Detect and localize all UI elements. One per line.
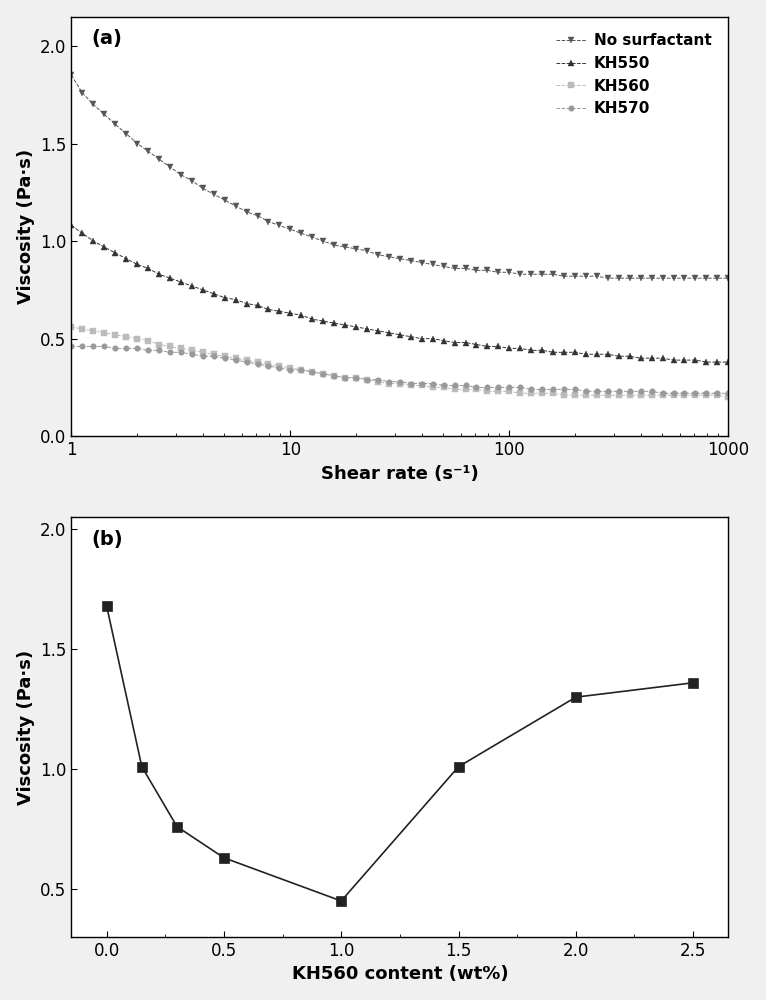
KH560 <box>417 379 427 391</box>
No surfactant <box>724 272 733 284</box>
KH560 <box>220 350 229 362</box>
Line: KH570: KH570 <box>69 344 731 396</box>
KH570 <box>724 387 733 399</box>
Line: No surfactant: No surfactant <box>68 72 732 282</box>
KH550 <box>67 219 76 231</box>
KH550 <box>461 337 470 349</box>
KH570 <box>198 350 208 362</box>
KH550 <box>702 356 711 368</box>
Y-axis label: Viscosity (Pa·s): Viscosity (Pa·s) <box>17 650 34 805</box>
No surfactant <box>198 182 208 194</box>
Line: KH560: KH560 <box>69 324 731 400</box>
No surfactant <box>604 272 613 284</box>
KH570 <box>67 340 76 352</box>
KH570 <box>461 379 470 391</box>
No surfactant <box>461 262 470 274</box>
KH560 <box>296 364 306 376</box>
Legend: No surfactant, KH550, KH560, KH570: No surfactant, KH550, KH560, KH570 <box>546 24 721 126</box>
KH570 <box>417 378 427 390</box>
No surfactant <box>296 227 306 239</box>
KH550 <box>220 292 229 304</box>
KH560 <box>636 389 645 401</box>
No surfactant <box>647 272 656 284</box>
KH570 <box>658 387 667 399</box>
KH570 <box>220 352 229 364</box>
No surfactant <box>220 194 229 206</box>
KH550 <box>417 333 427 345</box>
Y-axis label: Viscosity (Pa·s): Viscosity (Pa·s) <box>17 149 34 304</box>
Text: (b): (b) <box>91 530 123 549</box>
X-axis label: KH560 content (wt%): KH560 content (wt%) <box>292 965 508 983</box>
Text: (a): (a) <box>91 29 122 48</box>
KH570 <box>636 385 645 397</box>
Line: KH550: KH550 <box>68 222 732 366</box>
KH550 <box>198 284 208 296</box>
KH570 <box>296 364 306 376</box>
KH560 <box>198 346 208 358</box>
KH560 <box>724 391 733 403</box>
KH560 <box>461 383 470 395</box>
No surfactant <box>67 69 76 81</box>
X-axis label: Shear rate (s⁻¹): Shear rate (s⁻¹) <box>321 465 479 483</box>
KH560 <box>67 321 76 333</box>
KH550 <box>296 309 306 321</box>
No surfactant <box>417 257 427 269</box>
KH550 <box>724 356 733 368</box>
KH550 <box>636 352 645 364</box>
